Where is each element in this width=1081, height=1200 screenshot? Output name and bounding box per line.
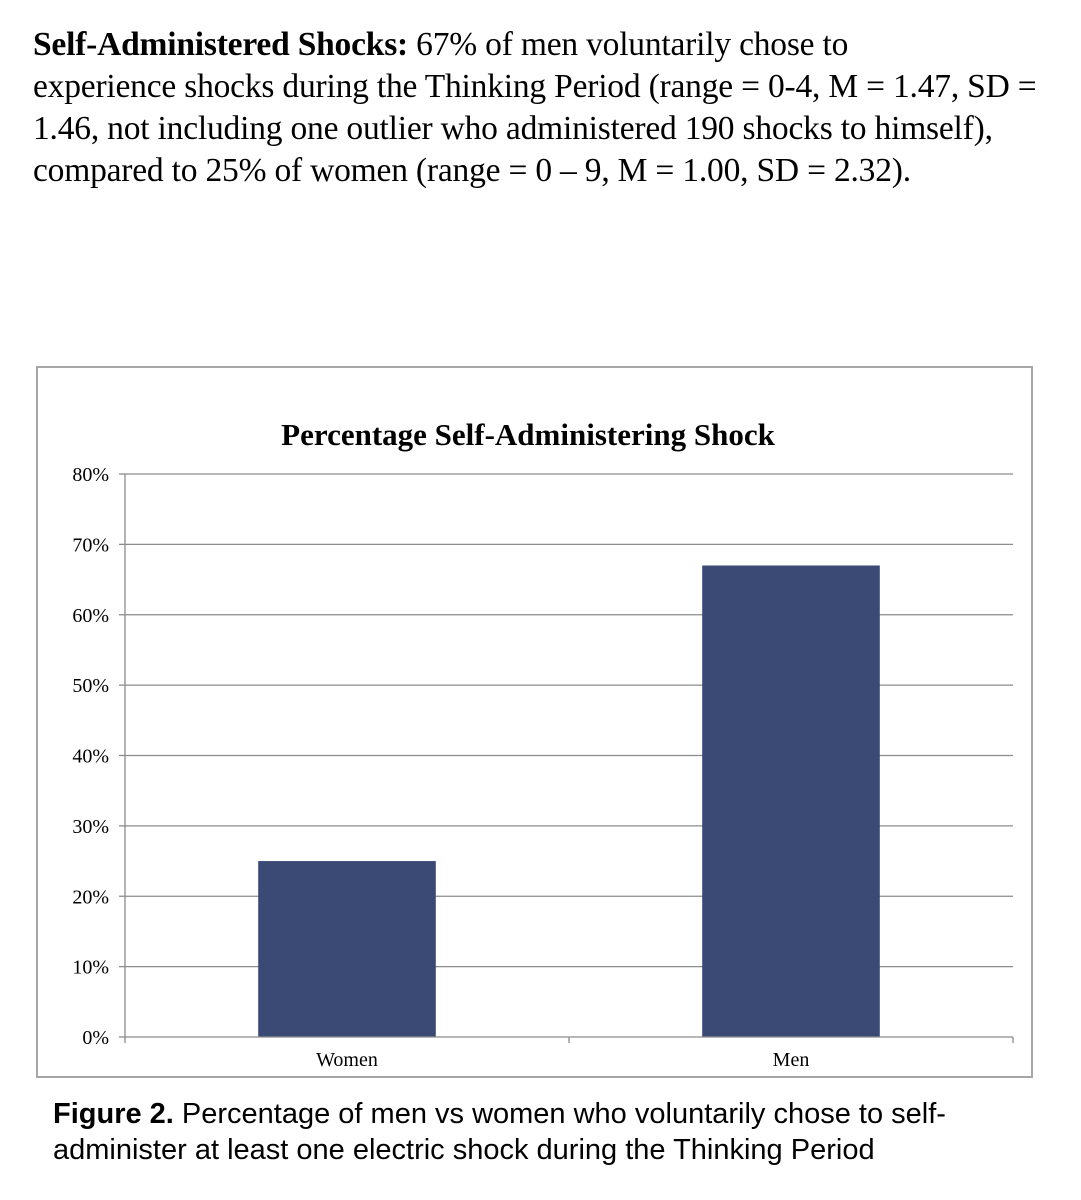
bar-chart: Percentage Self-Administering Shock 0% 10… <box>72 417 1014 1071</box>
x-category-labels: Women Men <box>316 1049 809 1071</box>
figure-caption: Figure 2. Percentage of men vs women who… <box>53 1096 1053 1168</box>
x-category-label: Men <box>773 1049 810 1071</box>
y-tick-label: 0% <box>82 1027 109 1049</box>
y-tick-label: 70% <box>72 534 109 556</box>
y-tick-label: 80% <box>72 464 109 486</box>
y-tick-label: 50% <box>72 675 109 697</box>
y-tick-labels: 0% 10% 20% 30% 40% 50% 60% 70% 80% <box>72 464 109 1049</box>
y-tick-label: 20% <box>72 886 109 908</box>
y-tick-label: 30% <box>72 816 109 838</box>
x-category-label: Women <box>316 1049 378 1071</box>
caption-text: Percentage of men vs women who voluntari… <box>53 1098 946 1166</box>
bar-men <box>702 565 880 1037</box>
chart-frame: Percentage Self-Administering Shock 0% 10… <box>36 366 1033 1078</box>
y-tick-label: 60% <box>72 605 109 627</box>
bar-women <box>258 861 436 1037</box>
axes <box>119 473 1014 1043</box>
bars <box>258 565 880 1037</box>
results-paragraph: Self-Administered Shocks: 67% of men vol… <box>33 24 1073 192</box>
paragraph-body: 67% of men voluntarily chose to experien… <box>33 26 1037 189</box>
chart-title: Percentage Self-Administering Shock <box>281 417 775 452</box>
paragraph-lead: Self-Administered Shocks: <box>33 26 408 63</box>
y-tick-label: 40% <box>72 746 109 768</box>
y-tick-label: 10% <box>72 957 109 979</box>
figure-label: Figure 2. <box>53 1098 174 1130</box>
